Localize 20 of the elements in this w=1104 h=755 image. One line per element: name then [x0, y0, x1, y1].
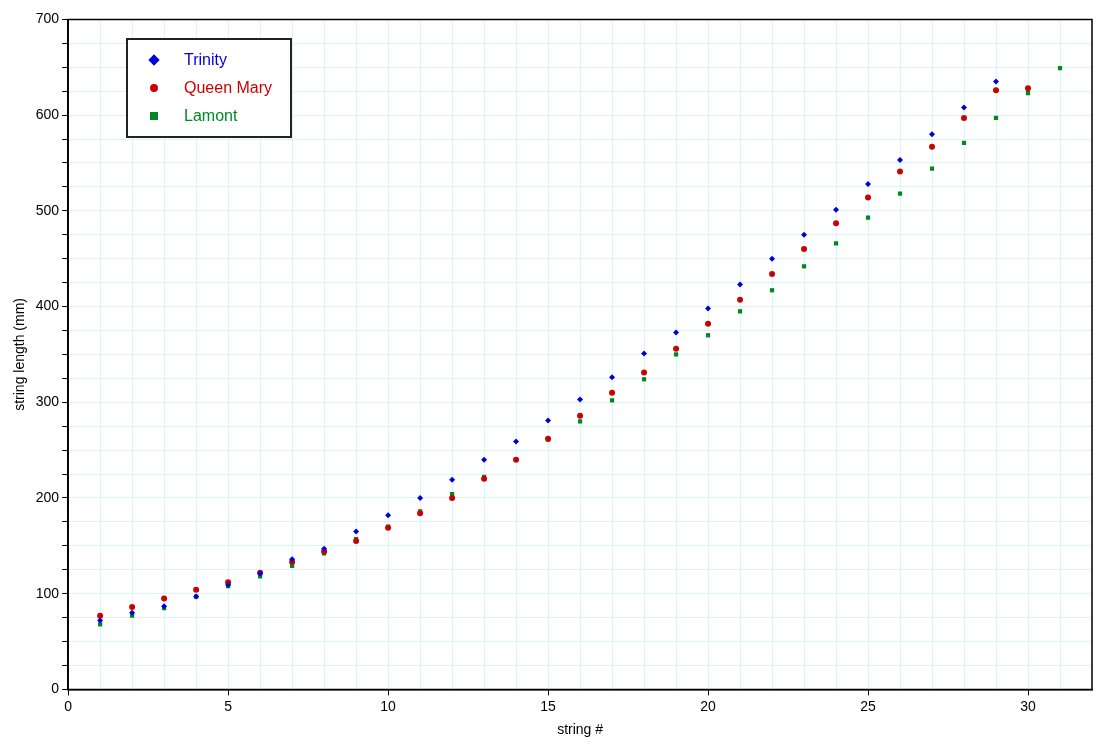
x-tick-label: 0	[64, 697, 73, 714]
x-tick-label: 30	[1020, 697, 1037, 714]
x-tick-label: 10	[380, 697, 397, 714]
y-tick-label: 400	[35, 297, 60, 314]
y-tick-label: 600	[35, 105, 60, 122]
x-tick-label: 20	[700, 697, 717, 714]
x-tick-label: 15	[540, 697, 557, 714]
x-axis-title: string #	[557, 721, 604, 738]
x-tick-label: 25	[860, 697, 877, 714]
y-tick-label: 700	[35, 10, 60, 27]
legend-label: Queen Mary	[184, 78, 273, 98]
legend-label: Trinity	[184, 50, 227, 70]
legend-label: Lamont	[184, 106, 238, 126]
y-axis-title: string length (mm)	[11, 297, 28, 411]
y-tick-label: 0	[51, 680, 60, 697]
y-tick-label: 500	[35, 201, 60, 218]
y-tick-label: 300	[35, 393, 60, 410]
x-tick-label: 5	[224, 697, 233, 714]
y-tick-label: 200	[35, 488, 60, 505]
y-tick-label: 100	[35, 584, 60, 601]
